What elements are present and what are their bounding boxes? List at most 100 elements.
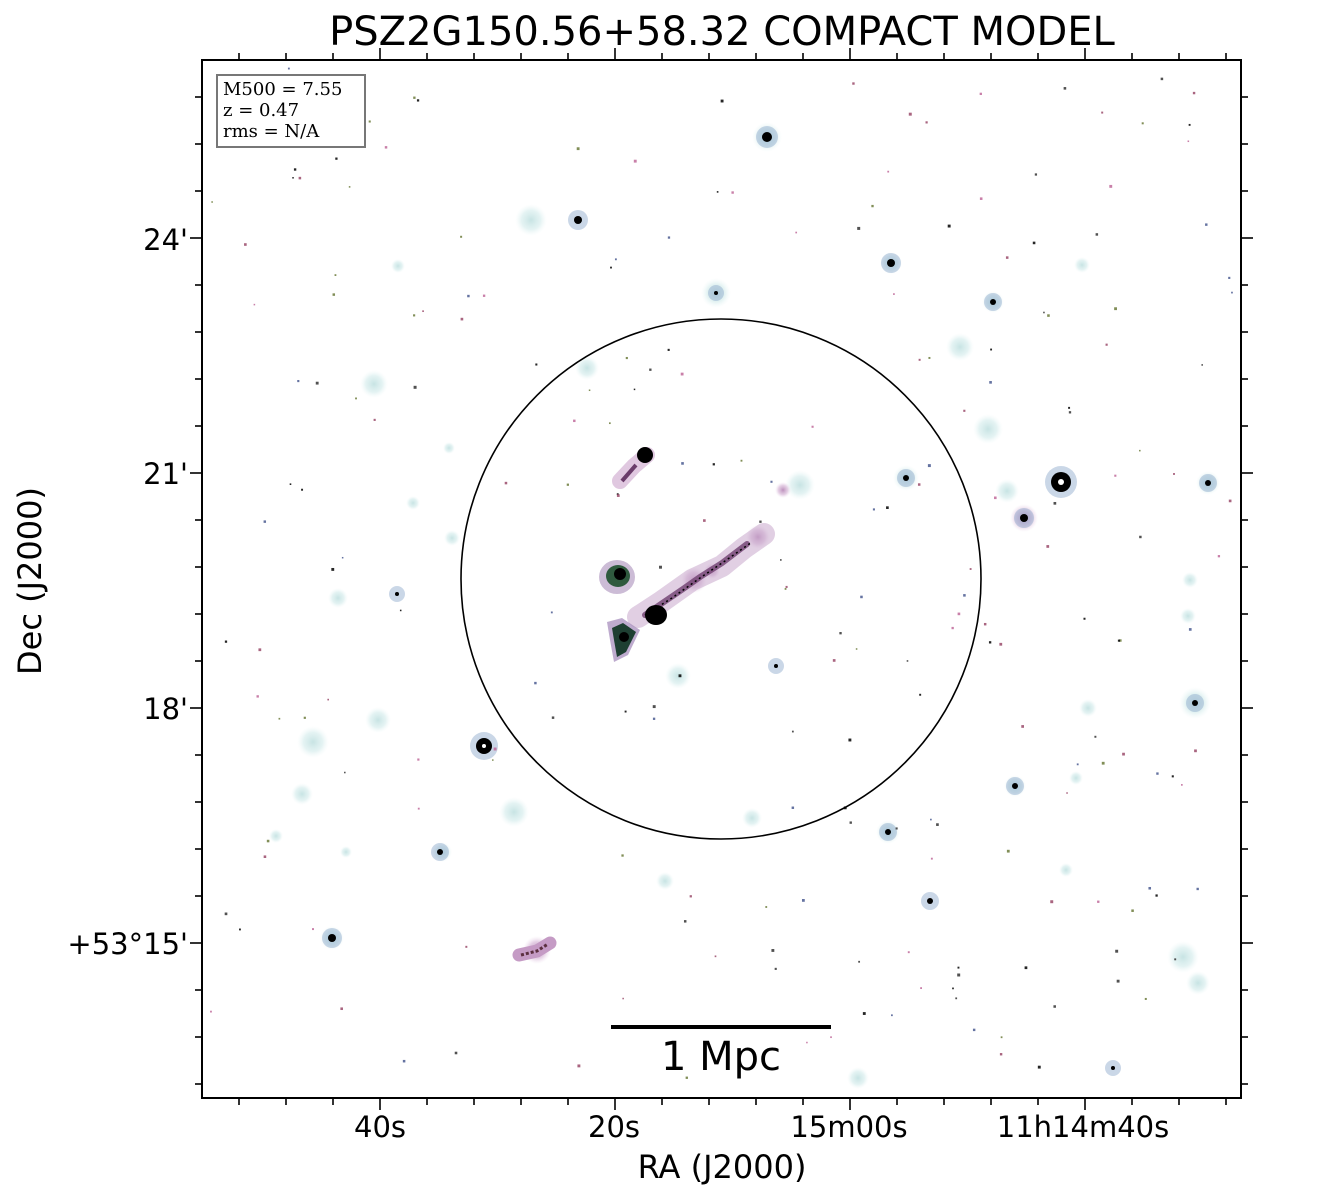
noise-pixel — [1021, 725, 1025, 728]
noise-pixel — [957, 966, 960, 969]
noise-pixel — [1094, 735, 1097, 738]
noise-pixel — [811, 425, 814, 428]
noise-pixel — [289, 483, 292, 485]
jet-core — [620, 463, 638, 483]
x-tick-label-1: 20s — [587, 1110, 641, 1144]
noise-pixel — [1139, 535, 1142, 539]
noise-pixel — [465, 945, 468, 948]
source-field — [210, 67, 1233, 1089]
x-tick-label-2: 15m00s — [790, 1110, 908, 1144]
noise-pixel — [927, 464, 931, 468]
noise-pixel — [1187, 140, 1190, 143]
noise-pixel — [918, 358, 921, 361]
noise-pixel — [573, 419, 576, 423]
faint-source — [1167, 941, 1199, 973]
noise-pixel — [928, 356, 931, 359]
noise-pixel — [368, 120, 371, 123]
faint-source — [443, 442, 455, 454]
noise-pixel — [616, 494, 620, 497]
noise-pixel — [482, 294, 486, 297]
noise-pixel — [649, 368, 652, 371]
noise-pixel — [1068, 411, 1072, 414]
noise-pixel — [493, 747, 497, 751]
noise-pixel — [714, 955, 717, 958]
noise-pixel — [1122, 752, 1125, 756]
noise-pixel — [315, 381, 319, 385]
noise-pixel — [454, 1051, 458, 1055]
y-tick-label-3: +53°15' — [67, 927, 188, 961]
noise-pixel — [1117, 639, 1121, 642]
info-box: M500 = 7.55 z = 0.47 rms = N/A — [216, 74, 366, 148]
noise-pixel — [893, 293, 895, 295]
y-tick-label-0: 24' — [143, 223, 188, 257]
noise-pixel — [253, 303, 256, 306]
noise-pixel — [652, 705, 656, 709]
noise-pixel — [625, 356, 628, 360]
compact-source — [887, 259, 895, 267]
faint-source — [328, 588, 348, 608]
faint-source — [656, 872, 674, 890]
noise-pixel — [566, 483, 569, 486]
bright-source — [645, 605, 667, 625]
noise-pixel — [1141, 122, 1144, 125]
noise-pixel — [616, 493, 619, 496]
noise-pixel — [1063, 87, 1067, 90]
noise-pixel — [332, 293, 336, 296]
noise-pixel — [685, 1076, 688, 1079]
noise-pixel — [239, 928, 241, 931]
noise-pixel — [920, 987, 922, 990]
noise-pixel — [413, 385, 417, 389]
noise-pixel — [298, 176, 302, 180]
noise-pixel — [955, 997, 958, 1000]
noise-pixel — [633, 159, 637, 163]
noise-pixel — [848, 738, 852, 742]
noise-pixel — [720, 99, 724, 103]
noise-pixel — [780, 559, 782, 561]
noise-pixel — [355, 397, 357, 400]
noise-pixel — [1053, 501, 1057, 505]
compact-source — [903, 475, 909, 481]
noise-pixel — [849, 821, 852, 824]
noise-pixel — [608, 422, 611, 425]
r500-circle — [460, 318, 982, 840]
noise-pixel — [1024, 966, 1028, 970]
extended-source-halo — [775, 482, 791, 498]
noise-pixel — [303, 716, 306, 719]
noise-pixel — [774, 967, 777, 970]
noise-pixel — [1037, 1065, 1041, 1069]
noise-pixel — [862, 1012, 866, 1015]
compact-source — [395, 592, 399, 596]
noise-pixel — [550, 611, 553, 614]
compact-source — [574, 216, 582, 224]
noise-pixel — [979, 197, 983, 200]
noise-pixel — [1116, 979, 1120, 983]
noise-pixel — [1000, 1036, 1003, 1039]
noise-pixel — [972, 1028, 976, 1032]
faint-source — [515, 204, 547, 236]
x-axis-label: RA (J2000) — [637, 1148, 807, 1186]
noise-pixel — [1188, 628, 1192, 631]
noise-pixel — [801, 899, 805, 902]
noise-pixel — [335, 157, 338, 160]
compact-source — [1192, 700, 1198, 706]
noise-pixel — [263, 855, 267, 858]
noise-pixel — [759, 520, 762, 523]
noise-pixel — [1115, 949, 1119, 953]
noise-pixel — [384, 146, 388, 149]
noise-pixel — [907, 951, 910, 954]
noise-pixel — [930, 818, 932, 821]
noise-pixel — [1148, 886, 1152, 890]
faint-source — [1059, 863, 1073, 877]
noise-pixel — [895, 827, 898, 830]
noise-pixel — [577, 1064, 581, 1068]
noise-pixel — [535, 363, 538, 366]
noise-pixel — [681, 462, 684, 465]
noise-pixel — [957, 973, 961, 977]
noise-pixel — [857, 226, 861, 230]
noise-pixel — [957, 612, 961, 616]
compact-source — [1205, 480, 1211, 486]
redshift-text: z = 0.47 — [223, 100, 300, 121]
noise-pixel — [731, 191, 734, 194]
noise-pixel — [652, 717, 656, 720]
noise-pixel — [830, 1036, 832, 1039]
